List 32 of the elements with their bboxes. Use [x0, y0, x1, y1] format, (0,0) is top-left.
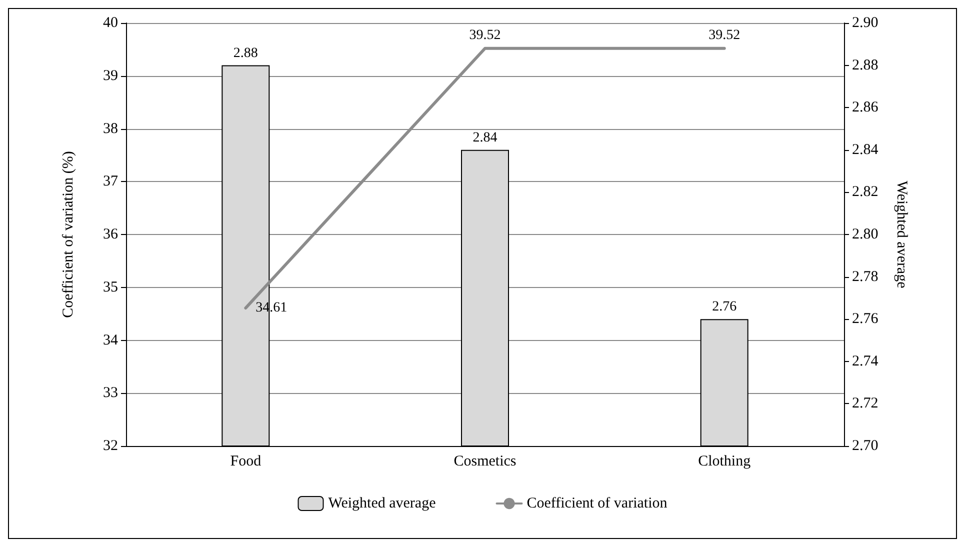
y2-tick-label: 2.72: [852, 396, 878, 412]
y-tick-label: 35: [103, 279, 118, 296]
y2-tick-label: 2.80: [852, 226, 878, 242]
y2-tick-label: 2.86: [852, 100, 879, 116]
y2-tick-label: 2.82: [852, 184, 878, 200]
y-tick-label: 33: [103, 385, 118, 402]
legend-label: Coefficient of variation: [526, 496, 668, 512]
y-tick-label: 34: [103, 332, 118, 348]
y-axis-title: Coefficient of variation (%): [60, 151, 76, 318]
data-label: 2.76: [712, 300, 737, 315]
legend-label: Weighted average: [328, 496, 436, 512]
y-tick-label: 39: [103, 68, 118, 84]
x-tick-label: Food: [230, 454, 262, 470]
y-tick-label: 40: [103, 15, 118, 31]
x-tick-label: Cosmetics: [454, 454, 516, 470]
y2-tick-label: 2.90: [852, 15, 878, 31]
y-tick-label: 37: [103, 174, 118, 190]
y-tick-label: 32: [103, 438, 118, 454]
y2-tick-label: 2.74: [852, 353, 879, 370]
y2-tick-label: 2.84: [852, 142, 879, 158]
y-tick-label: 38: [103, 120, 118, 137]
y2-tick-label: 2.88: [852, 57, 878, 74]
data-label: 2.88: [233, 46, 258, 61]
data-label: 2.84: [472, 130, 498, 146]
x-tick-label: Clothing: [698, 454, 752, 470]
data-label: 39.52: [469, 28, 501, 43]
data-label: 39.52: [708, 28, 740, 43]
y2-tick-label: 2.70: [852, 438, 878, 454]
y2-tick-label: 2.78: [852, 268, 878, 285]
y2-tick-label: 2.76: [852, 311, 879, 328]
y-tick-label: 36: [103, 226, 118, 242]
y2-axis-title: Weighted average: [894, 180, 910, 289]
